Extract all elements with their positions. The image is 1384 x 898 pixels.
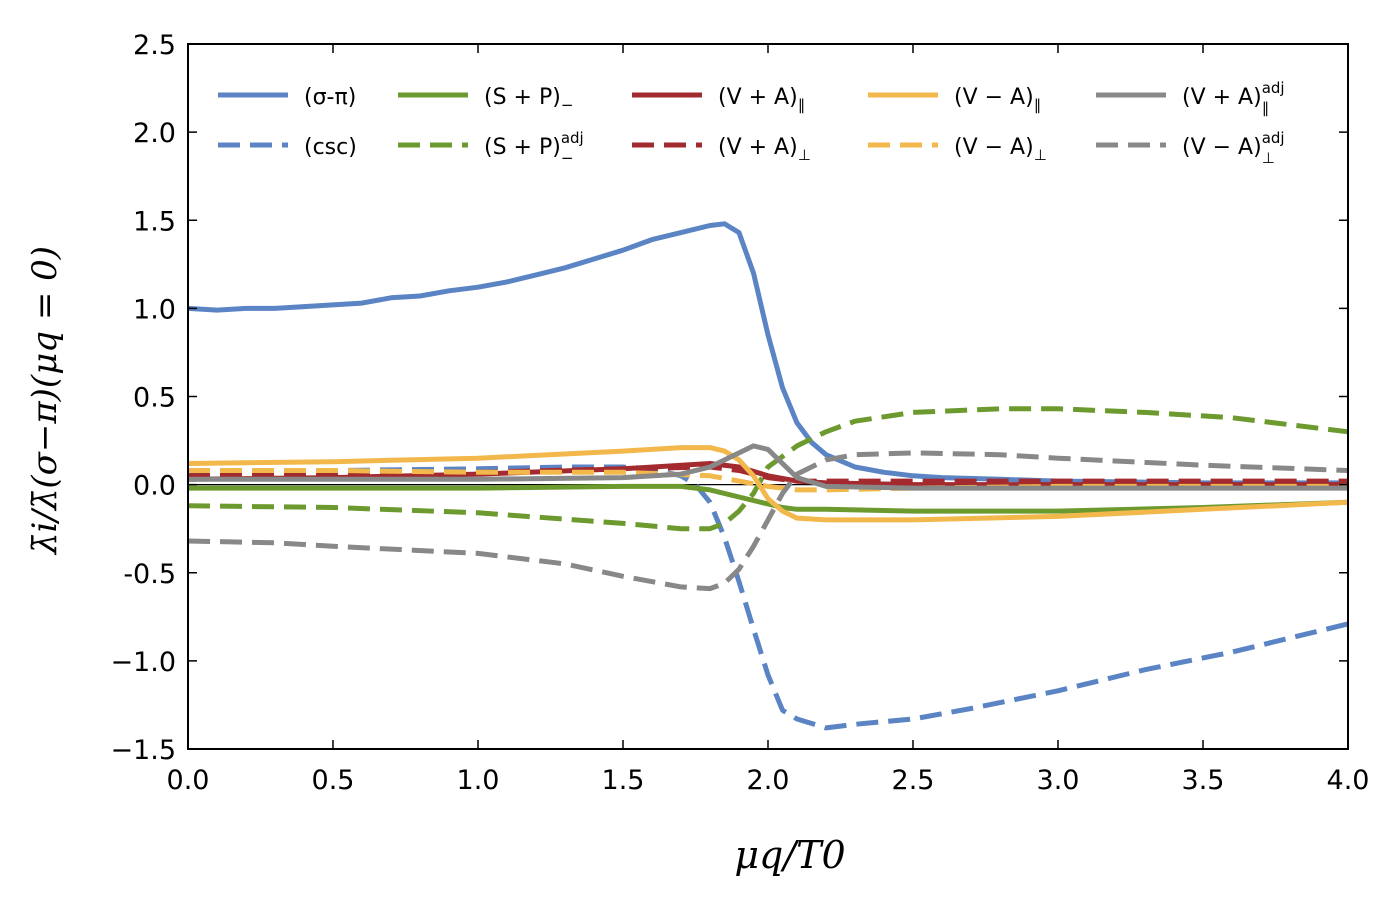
y-axis-title: λ̄i/λ̄(σ−π)(μq = 0) — [25, 246, 65, 556]
x-axis-title: μq/T0 — [734, 833, 845, 877]
y-tick-label: −1.5 — [110, 735, 176, 766]
y-tick-label: 0.0 — [133, 471, 176, 502]
legend-label-VA-plus-perp: (V + A)⊥ — [718, 135, 811, 164]
legend-label-VA-plus-par: (V + A)∥ — [718, 85, 805, 114]
y-tick-label: 2.0 — [133, 118, 176, 149]
x-tick-label: 2.5 — [892, 765, 935, 796]
legend: (σ-π) (csc) (S + P)− (S + P)adj − (V + A)∥ (V … — [218, 79, 1285, 167]
x-tick-label: 4.0 — [1327, 765, 1370, 796]
y-tick-label: -0.5 — [123, 559, 176, 590]
y-tick-label: −1.0 — [110, 647, 176, 678]
plot-background — [188, 44, 1348, 749]
series-layer — [188, 221, 1348, 731]
x-tick-label: 1.5 — [602, 765, 645, 796]
x-tick-label: 3.0 — [1037, 765, 1080, 796]
series-line-sigma-pi — [188, 221, 1348, 486]
x-tick-label: 2.0 — [747, 765, 790, 796]
ticks-layer: 0.0 0.5 1.0 1.5 2.0 2.5 3.0 3.5 4.0 −1.5 −1.0 -0.5 0… — [110, 30, 1369, 796]
y-tick-label: 0.5 — [133, 383, 176, 414]
series-line-SP-minus-adj — [188, 406, 1348, 532]
legend-label-SP-minus-adj: (S + P)adj − — [484, 129, 584, 167]
legend-label-VA-minus-perp: (V − A)⊥ — [954, 135, 1047, 164]
legend-label-VA-minus-perp-adj: (V − A)adj ⊥ — [1182, 129, 1285, 167]
y-tick-label: 1.5 — [133, 206, 176, 237]
legend-label-csc: (csc) — [304, 135, 357, 160]
y-tick-label: 2.5 — [133, 30, 176, 61]
x-tick-label: 0.0 — [167, 765, 210, 796]
legend-label-SP-minus: (S + P)− — [484, 85, 573, 114]
y-tick-label: 1.0 — [133, 294, 176, 325]
series-line-VA-minus-par — [188, 445, 1348, 523]
x-tick-label: 3.5 — [1182, 765, 1225, 796]
x-tick-label: 1.0 — [457, 765, 500, 796]
legend-label-sigma-pi: (σ-π) — [304, 85, 356, 110]
series-line-VA-plus-par-adj — [188, 443, 1348, 491]
series-line-SP-minus — [188, 483, 1348, 514]
legend-label-VA-plus-par-adj: (V + A)adj ∥ — [1182, 79, 1285, 117]
legend-label-VA-minus-par: (V − A)∥ — [954, 85, 1041, 114]
x-tick-label: 0.5 — [312, 765, 355, 796]
series-line-VA-minus-perp-adj — [188, 450, 1348, 592]
